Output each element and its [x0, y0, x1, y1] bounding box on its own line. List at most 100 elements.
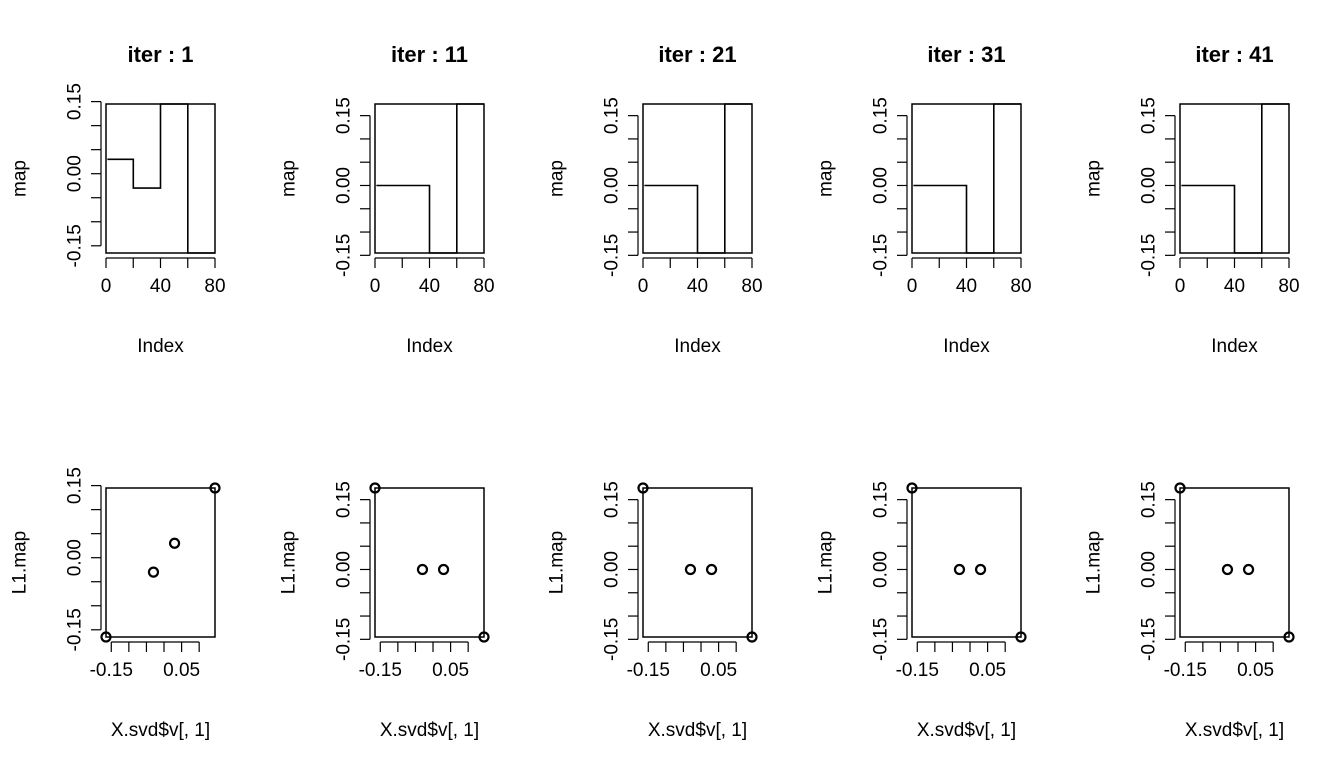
x-tick-label: 0: [907, 276, 918, 297]
plot-frame: [1179, 487, 1290, 638]
y-tick-label: -0.15: [334, 234, 355, 277]
y-tick-label: -0.15: [602, 234, 623, 277]
panel-title: iter : 41: [1195, 42, 1273, 67]
y-tick-label: -0.15: [871, 234, 892, 277]
data-point: [168, 537, 181, 549]
panel-1-5: 0 40 80 -0.15 0.00 0.15 iter : 41 Index map: [1084, 42, 1300, 357]
y-axis-label: L1.map: [10, 531, 31, 594]
panel-title: iter : 31: [927, 42, 1005, 67]
x-tick-label: 0.05: [432, 660, 469, 681]
x-axis-label: Index: [674, 336, 721, 357]
data-point: [1283, 631, 1295, 643]
series-line: [107, 103, 215, 254]
x-tick-label: 0: [638, 276, 649, 297]
panel-1-2: 0 40 80 -0.15 0.00 0.15 iter : 11 Index map: [279, 42, 495, 357]
panel-title: iter : 21: [658, 42, 736, 67]
x-tick-label: 0.05: [1237, 660, 1274, 681]
y-axis-label: L1.map: [816, 531, 837, 594]
x-tick-label: 80: [1278, 276, 1299, 297]
x-axis-label: X.svd$v[, 1]: [111, 720, 210, 741]
y-tick-label: 0.15: [65, 467, 86, 504]
x-tick-label: 0: [1175, 276, 1186, 297]
data-point: [746, 631, 758, 643]
data-point: [478, 631, 490, 643]
x-tick-label: 80: [741, 276, 762, 297]
y-tick-label: -0.15: [65, 608, 86, 651]
y-tick-label: 0.15: [871, 481, 892, 518]
x-tick-label: 40: [956, 276, 977, 297]
y-tick-label: -0.15: [871, 618, 892, 661]
y-tick-label: 0.00: [1139, 167, 1160, 204]
y-axis-label: map: [547, 160, 568, 197]
series-line: [644, 103, 752, 254]
x-axis-label: X.svd$v[, 1]: [648, 720, 747, 741]
y-tick-label: -0.15: [334, 618, 355, 661]
plot-frame: [642, 487, 753, 638]
data-point: [974, 563, 987, 576]
x-axis-label: Index: [406, 336, 453, 357]
y-axis-label: L1.map: [279, 531, 300, 594]
y-tick-label: 0.00: [1139, 551, 1160, 588]
y-tick-label: 0.15: [602, 481, 623, 518]
data-point: [147, 566, 160, 578]
data-point: [1242, 563, 1255, 576]
y-axis-label: map: [10, 160, 31, 197]
data-point: [953, 563, 966, 576]
y-tick-label: 0.15: [1139, 481, 1160, 518]
y-tick-label: -0.15: [1139, 618, 1160, 661]
x-tick-label: -0.15: [627, 660, 670, 681]
data-point: [369, 482, 381, 494]
series-line: [913, 103, 1021, 254]
plot-frame: [105, 487, 216, 638]
panel-2-5: -0.15 0.05 -0.15 0.00 0.15 X.svd$v[, 1] L1.map: [1084, 481, 1295, 741]
x-tick-label: 40: [150, 276, 171, 297]
x-tick-label: 0.05: [700, 660, 737, 681]
panel-title: iter : 11: [391, 42, 468, 67]
panel-1-4: 0 40 80 -0.15 0.00 0.15 iter : 31 Index map: [816, 42, 1032, 357]
y-tick-label: 0.00: [602, 167, 623, 204]
data-point: [906, 482, 918, 494]
y-tick-label: 0.15: [602, 97, 623, 134]
y-tick-label: -0.15: [602, 618, 623, 661]
y-tick-label: 0.15: [334, 97, 355, 134]
y-tick-label: 0.15: [334, 481, 355, 518]
data-point: [705, 563, 718, 576]
y-tick-label: 0.15: [871, 97, 892, 134]
y-tick-label: 0.15: [65, 83, 86, 120]
y-axis-label: L1.map: [547, 531, 568, 594]
x-axis-label: X.svd$v[, 1]: [380, 720, 479, 741]
x-axis-label: Index: [1211, 336, 1258, 357]
data-point: [1174, 482, 1186, 494]
panel-2-3: -0.15 0.05 -0.15 0.00 0.15 X.svd$v[, 1] L1.map: [547, 481, 758, 741]
y-tick-label: 0.15: [1139, 97, 1160, 134]
y-tick-label: -0.15: [1139, 234, 1160, 277]
x-tick-label: 0: [370, 276, 381, 297]
y-tick-label: 0.00: [65, 155, 86, 192]
plot-frame: [911, 487, 1022, 638]
panel-2-1: -0.15 0.05 -0.15 0.00 0.15 X.svd$v[, 1] L1.map: [10, 467, 221, 741]
series-line: [376, 103, 484, 254]
plot-frame: [374, 487, 485, 638]
panel-1-3: 0 40 80 -0.15 0.00 0.15 iter : 21 Index map: [547, 42, 763, 357]
x-tick-label: -0.15: [1164, 660, 1207, 681]
panel-1-1: 0 40 80 -0.15 0.00 0.15 iter : 1 Index map: [10, 42, 226, 357]
x-axis-label: X.svd$v[, 1]: [1185, 720, 1284, 741]
x-tick-label: 80: [204, 276, 225, 297]
y-tick-label: 0.00: [871, 167, 892, 204]
data-point: [416, 563, 429, 576]
data-point: [637, 482, 649, 494]
y-tick-label: 0.00: [334, 551, 355, 588]
x-axis-label: Index: [137, 336, 184, 357]
series-line: [1181, 103, 1289, 254]
y-tick-label: 0.00: [65, 539, 86, 576]
data-point: [437, 563, 450, 576]
x-tick-label: -0.15: [359, 660, 402, 681]
x-tick-label: 0.05: [969, 660, 1006, 681]
x-tick-label: 40: [419, 276, 440, 297]
y-tick-label: 0.00: [602, 551, 623, 588]
x-tick-label: 0.05: [163, 660, 200, 681]
y-axis-label: map: [279, 160, 300, 197]
x-axis-label: Index: [943, 336, 990, 357]
panel-title: iter : 1: [127, 42, 193, 67]
data-point: [1015, 631, 1027, 643]
